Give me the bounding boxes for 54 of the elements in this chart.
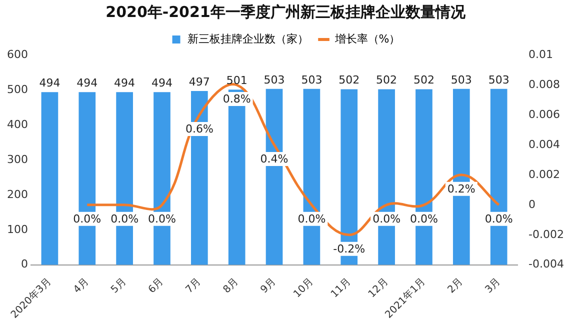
x-tick-label: 6月 [146,276,166,296]
chart-title: 2020年-2021年一季度广州新三板挂牌企业数量情况 [106,2,466,21]
data-label: 503 [488,73,510,86]
x-tick-label: 5月 [109,276,129,296]
data-label: 503 [450,73,472,86]
y-tick-label: 200 [6,188,28,201]
y2-tick-label: -0.004 [528,258,564,271]
data-label: 502 [413,74,434,87]
x-tick-label: 7月 [184,276,204,296]
data-label: 502 [376,74,398,87]
x-tick-label: 2月 [446,276,466,296]
data-label: 0.4% [260,152,288,166]
data-label: 0.8% [222,92,251,106]
data-label: 494 [151,76,172,90]
data-label: 494 [39,76,60,90]
data-label: 494 [114,76,136,90]
x-tick-label: 11月 [329,276,354,300]
data-label: 0.0% [372,212,401,226]
x-tick-label: 12月 [366,276,391,300]
y2-tick-label: -0.002 [528,228,564,241]
data-label: 0.0% [110,212,139,226]
y-tick-label: 300 [6,152,28,166]
data-label: 0.0% [410,212,438,226]
y-tick-label: 400 [6,118,28,131]
data-label: 497 [188,75,210,88]
y2-tick-label: 0.002 [528,168,560,181]
x-tick-label: 8月 [221,276,241,296]
y2-tick-label: 0.006 [528,108,560,121]
data-label: 0.0% [73,212,102,226]
data-label: 0.6% [185,122,214,136]
x-tick-label: 9月 [258,276,278,296]
y-tick-label: 500 [6,82,28,96]
legend-label: 新三板挂牌企业数（家） [187,32,308,46]
x-tick-label: 3月 [483,276,503,296]
y-tick-label: 600 [6,48,28,61]
data-label: 0.0% [298,212,326,226]
y2-tick-label: 0.01 [528,48,554,61]
y2-tick-label: 0 [528,198,536,211]
data-label: 502 [338,74,360,87]
y-tick-label: 0 [20,258,28,271]
data-label: 503 [301,73,322,86]
data-label: -0.2% [333,242,366,256]
data-label: 0.2% [447,182,476,196]
x-tick-label: 10月 [292,276,316,300]
y2-tick-label: 0.004 [528,138,560,151]
data-label: 0.0% [484,212,513,226]
data-label: 0.0% [148,212,176,226]
y-tick-label: 100 [6,222,28,236]
data-label: 494 [76,76,98,90]
data-label: 501 [226,74,248,87]
data-label: 503 [264,73,285,86]
x-tick-label: 4月 [72,276,92,296]
y2-tick-label: 0.008 [528,78,560,91]
legend-label: 增长率（%） [334,32,400,46]
